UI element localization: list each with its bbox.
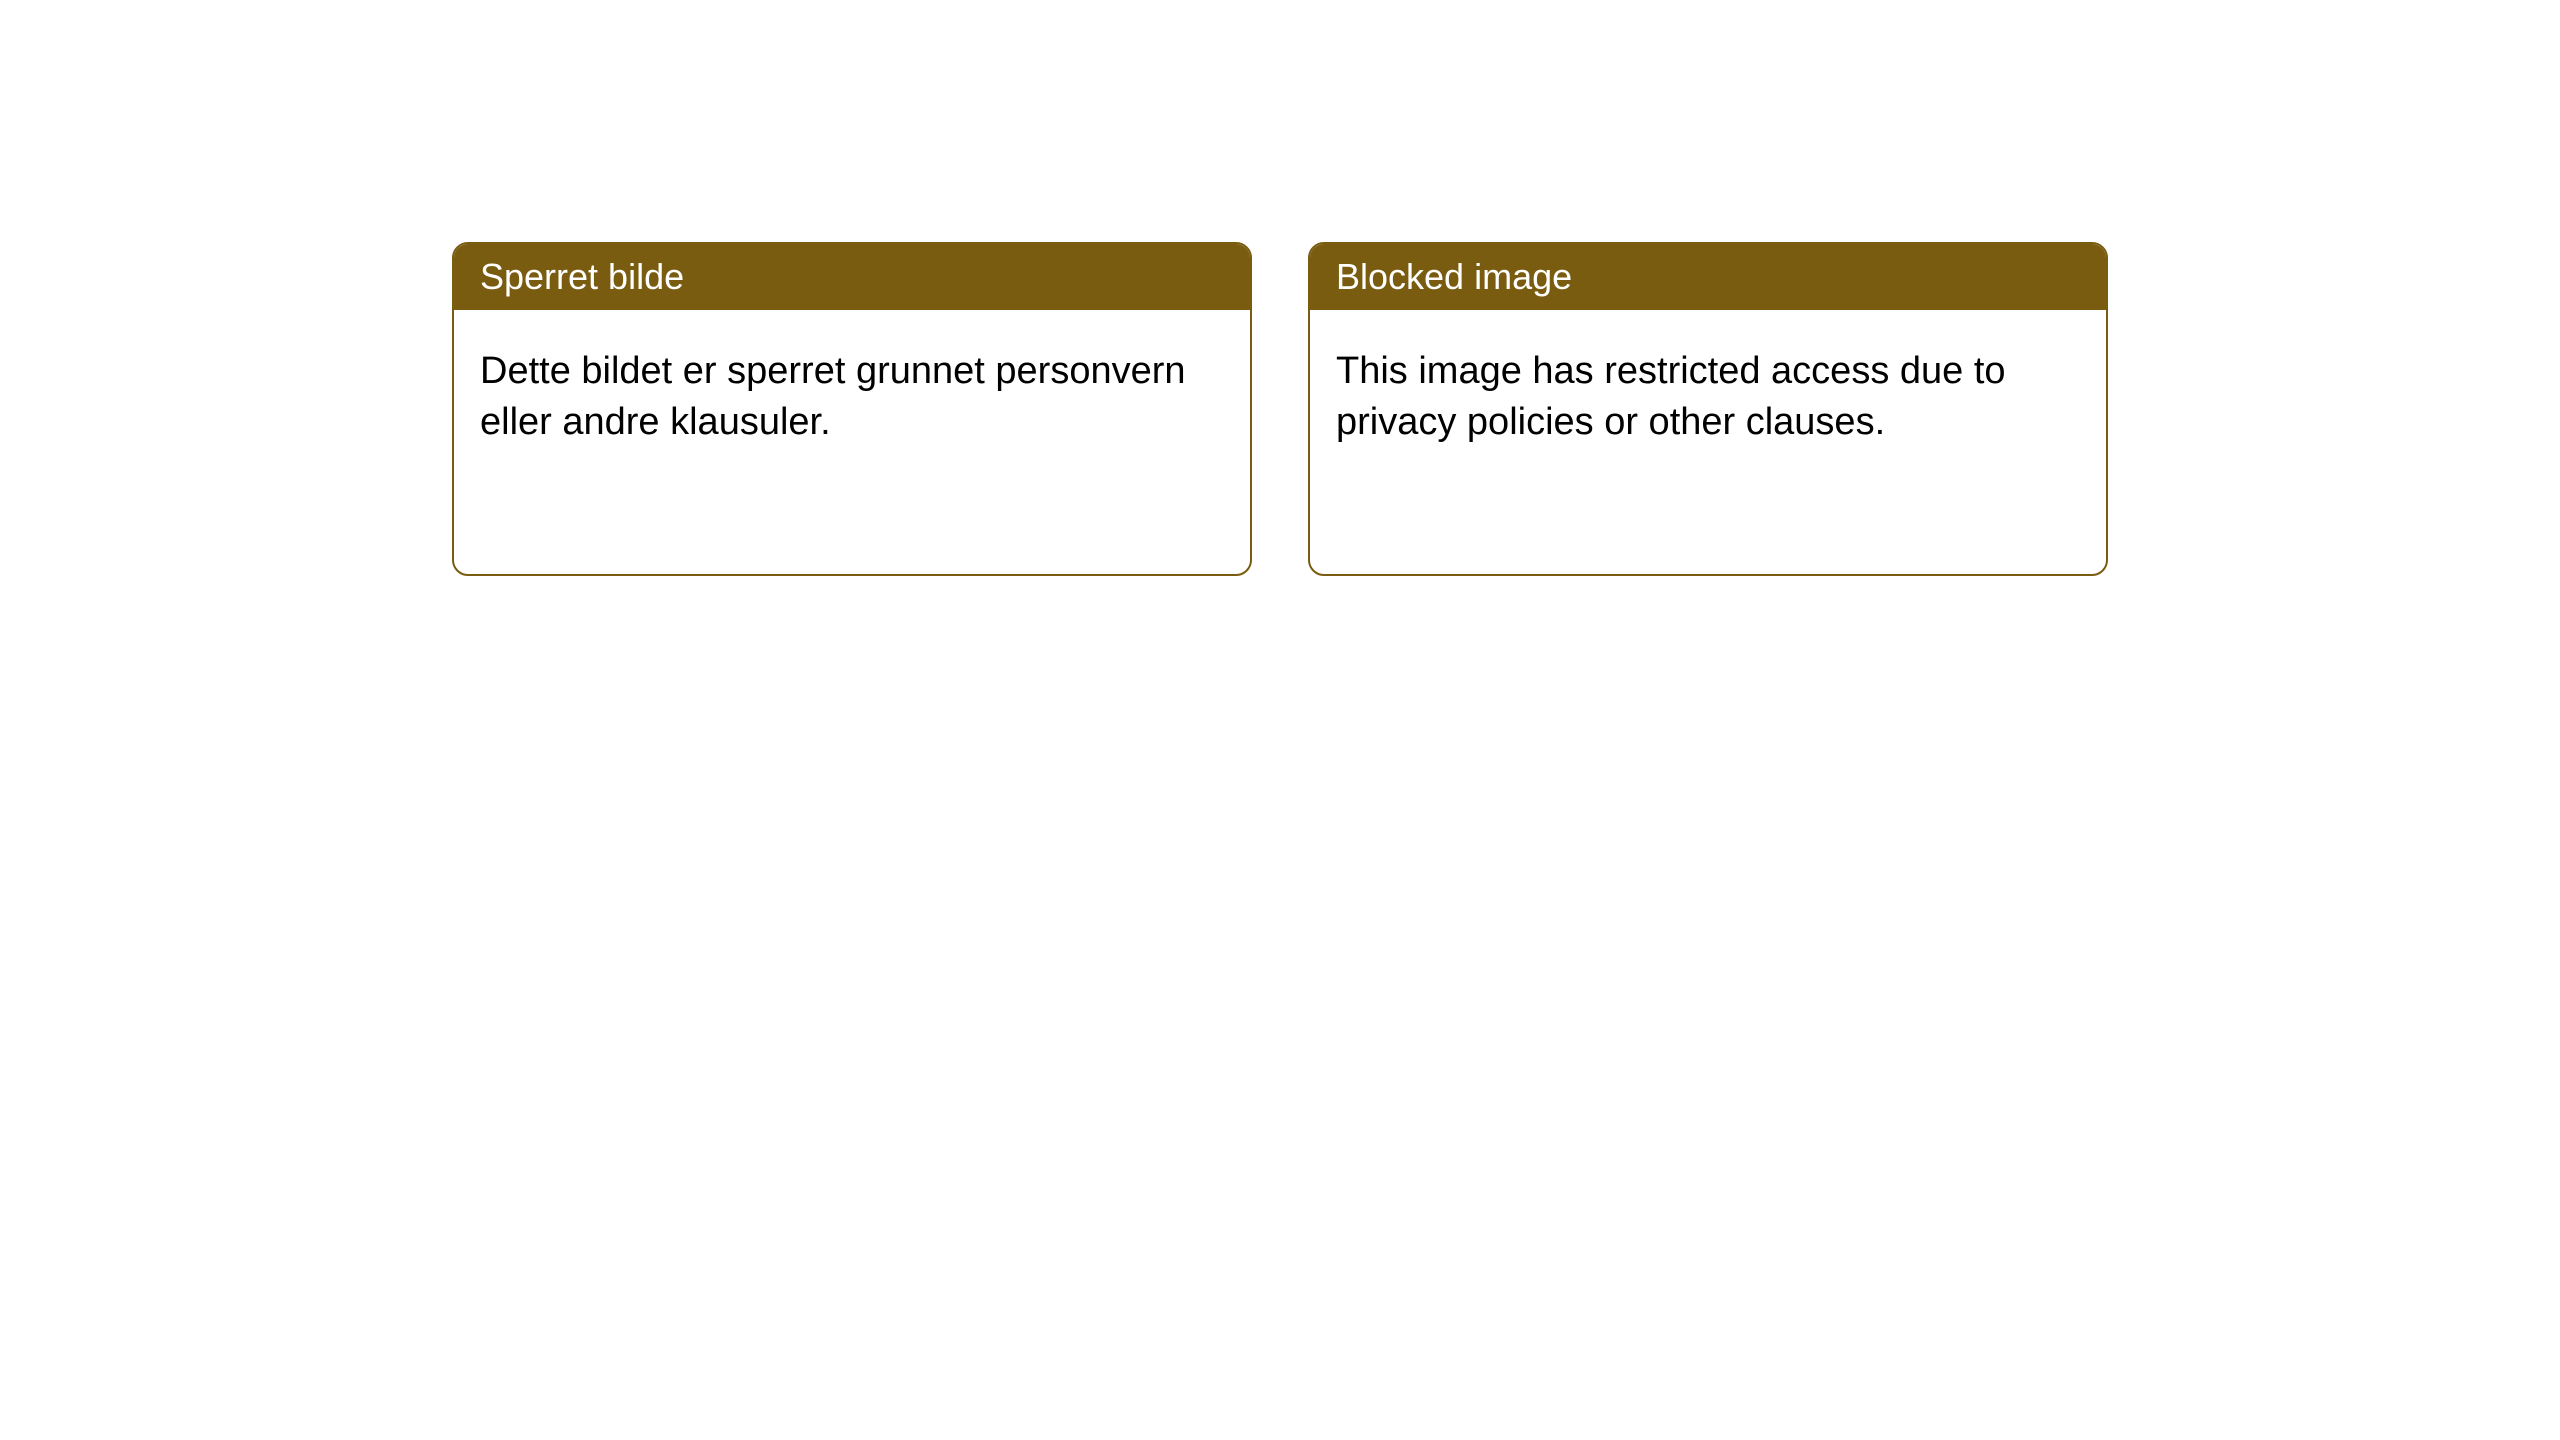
- blocked-image-card-english: Blocked image This image has restricted …: [1308, 242, 2108, 576]
- card-header: Sperret bilde: [454, 244, 1250, 310]
- card-body-text: Dette bildet er sperret grunnet personve…: [480, 350, 1186, 443]
- card-header-text: Sperret bilde: [480, 256, 684, 297]
- blocked-image-card-norwegian: Sperret bilde Dette bildet er sperret gr…: [452, 242, 1252, 576]
- card-body: Dette bildet er sperret grunnet personve…: [454, 310, 1250, 485]
- card-header-text: Blocked image: [1336, 256, 1572, 297]
- cards-container: Sperret bilde Dette bildet er sperret gr…: [452, 242, 2108, 576]
- card-body: This image has restricted access due to …: [1310, 310, 2106, 485]
- card-header: Blocked image: [1310, 244, 2106, 310]
- card-body-text: This image has restricted access due to …: [1336, 350, 2006, 443]
